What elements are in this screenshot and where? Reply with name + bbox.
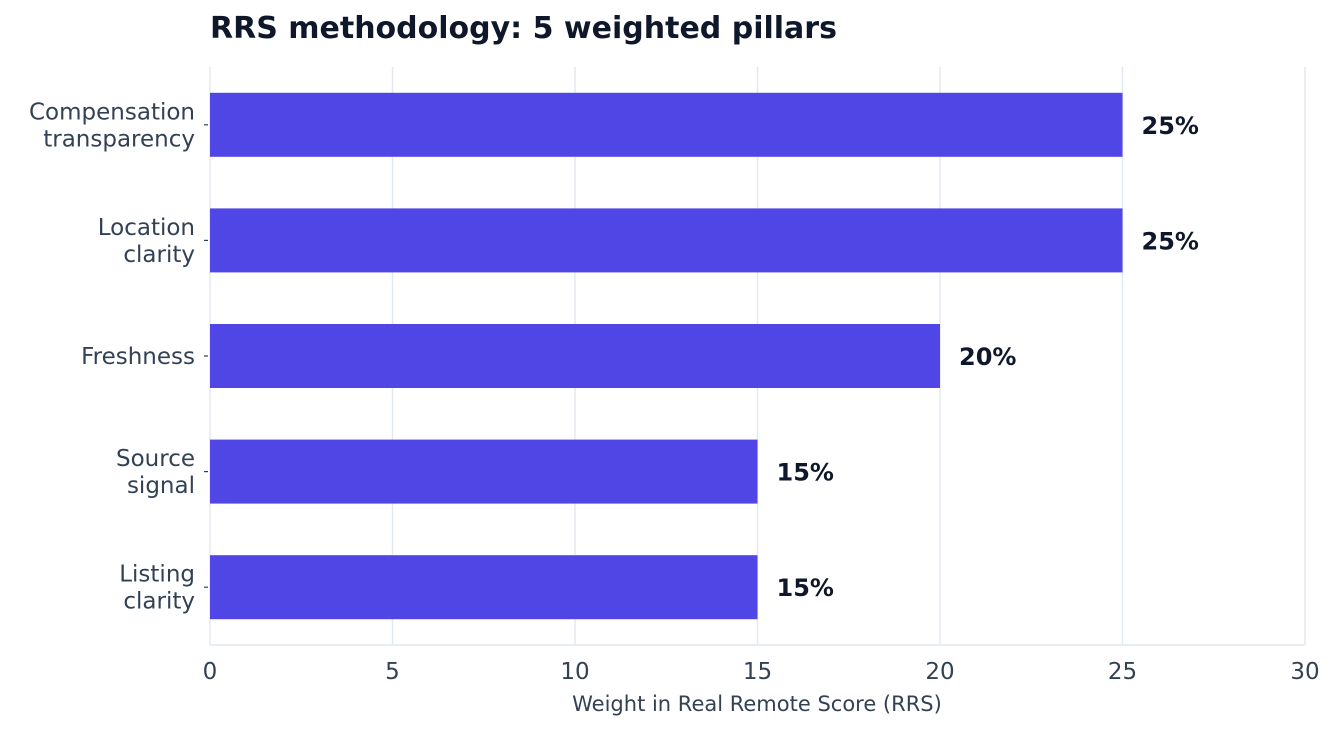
x-tick-label: 20 [925,659,954,685]
category-label-line: Freshness [81,344,195,370]
category-label-line: Compensation [29,99,195,125]
category-label-line: Location [98,215,195,241]
category-label: Source signal [116,446,195,499]
x-tick-label: 15 [743,659,772,685]
category-label-line: Listing [119,562,195,588]
category-label-line: signal [127,473,195,499]
x-tick-label: 5 [385,659,400,685]
category-label-line: clarity [123,242,195,268]
bar [210,439,758,504]
x-tick-label: 30 [1290,659,1319,685]
bar-value-label: 20% [959,343,1016,371]
bar [210,324,940,388]
bar-value-label: 15% [777,574,834,602]
category-label-line: Source [116,446,195,472]
category-label-line: clarity [123,589,195,615]
bar-value-label: 25% [1142,112,1199,140]
bar-value-label: 25% [1142,227,1199,255]
x-tick-label: 25 [1108,659,1137,685]
category-label: Listing clarity [119,562,195,615]
bar-value-label: 15% [777,459,834,487]
bars [210,92,1123,620]
bar [210,555,758,620]
x-tick-label: 0 [203,659,218,685]
x-axis-title: Weight in Real Remote Score (RRS) [572,692,942,716]
bar [210,208,1123,273]
category-label-line: transparency [43,126,195,152]
value-labels: 25% 25% 20% 15% 15% [777,112,1199,602]
category-label: Location clarity [98,215,195,268]
category-label: Compensation transparency [29,99,195,152]
bar [210,92,1123,157]
x-tick-labels: 0 5 10 15 20 25 30 [203,659,1320,685]
category-label: Freshness [81,344,195,370]
x-tick-label: 10 [560,659,589,685]
chart-title: RRS methodology: 5 weighted pillars [210,11,837,46]
